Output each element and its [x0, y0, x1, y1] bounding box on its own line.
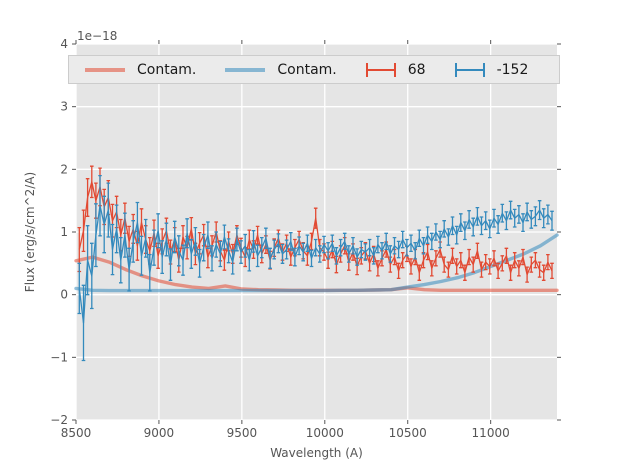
y-tick-label: 2 [60, 162, 68, 176]
legend-item-3: -152 [454, 61, 529, 78]
x-axis-label: Wavelength (A) [270, 446, 363, 460]
legend-label: 68 [407, 61, 426, 78]
y-tick-labels: −2 −1 0 1 2 3 4 [50, 37, 68, 427]
legend-label: Contam. [277, 61, 337, 78]
legend-item-0: Contam. [85, 63, 196, 77]
legend-item-2: 68 [365, 61, 426, 78]
series-centerline-68 [78, 181, 553, 276]
y-axis-label: Flux (erg/s/cm^2/A) [23, 171, 37, 293]
x-tick-label: 10000 [306, 426, 344, 440]
line-icon [225, 67, 266, 72]
x-tick-label: 10500 [389, 426, 427, 440]
y-tick-label: −2 [50, 413, 68, 427]
legend-label: Contam. [137, 61, 197, 78]
legend-label: -152 [496, 61, 529, 78]
legend: Contam. Contam. 68 -152 [68, 55, 560, 84]
tick-marks [72, 40, 561, 424]
y-tick-label: 1 [60, 225, 68, 239]
errorbar-icon [365, 62, 396, 77]
x-tick-label: 11000 [472, 426, 510, 440]
y-tick-label: 4 [60, 37, 68, 51]
x-tick-label: 9000 [144, 426, 175, 440]
y-tick-label: 0 [60, 288, 68, 302]
series-centerline--152 [78, 205, 553, 324]
y-tick-label: −1 [50, 350, 68, 364]
line-icon [85, 67, 125, 72]
x-tick-label: 9500 [227, 426, 258, 440]
errorbar-icon [454, 62, 485, 77]
x-tick-label: 8500 [61, 426, 92, 440]
y-axis-offset-text: 1e−18 [77, 29, 118, 43]
x-tick-labels: 8500 9000 9500 10000 10500 11000 [61, 426, 510, 440]
series-contam-line-1 [74, 233, 559, 293]
y-tick-label: 3 [60, 100, 68, 114]
legend-item-1: Contam. [225, 61, 337, 78]
